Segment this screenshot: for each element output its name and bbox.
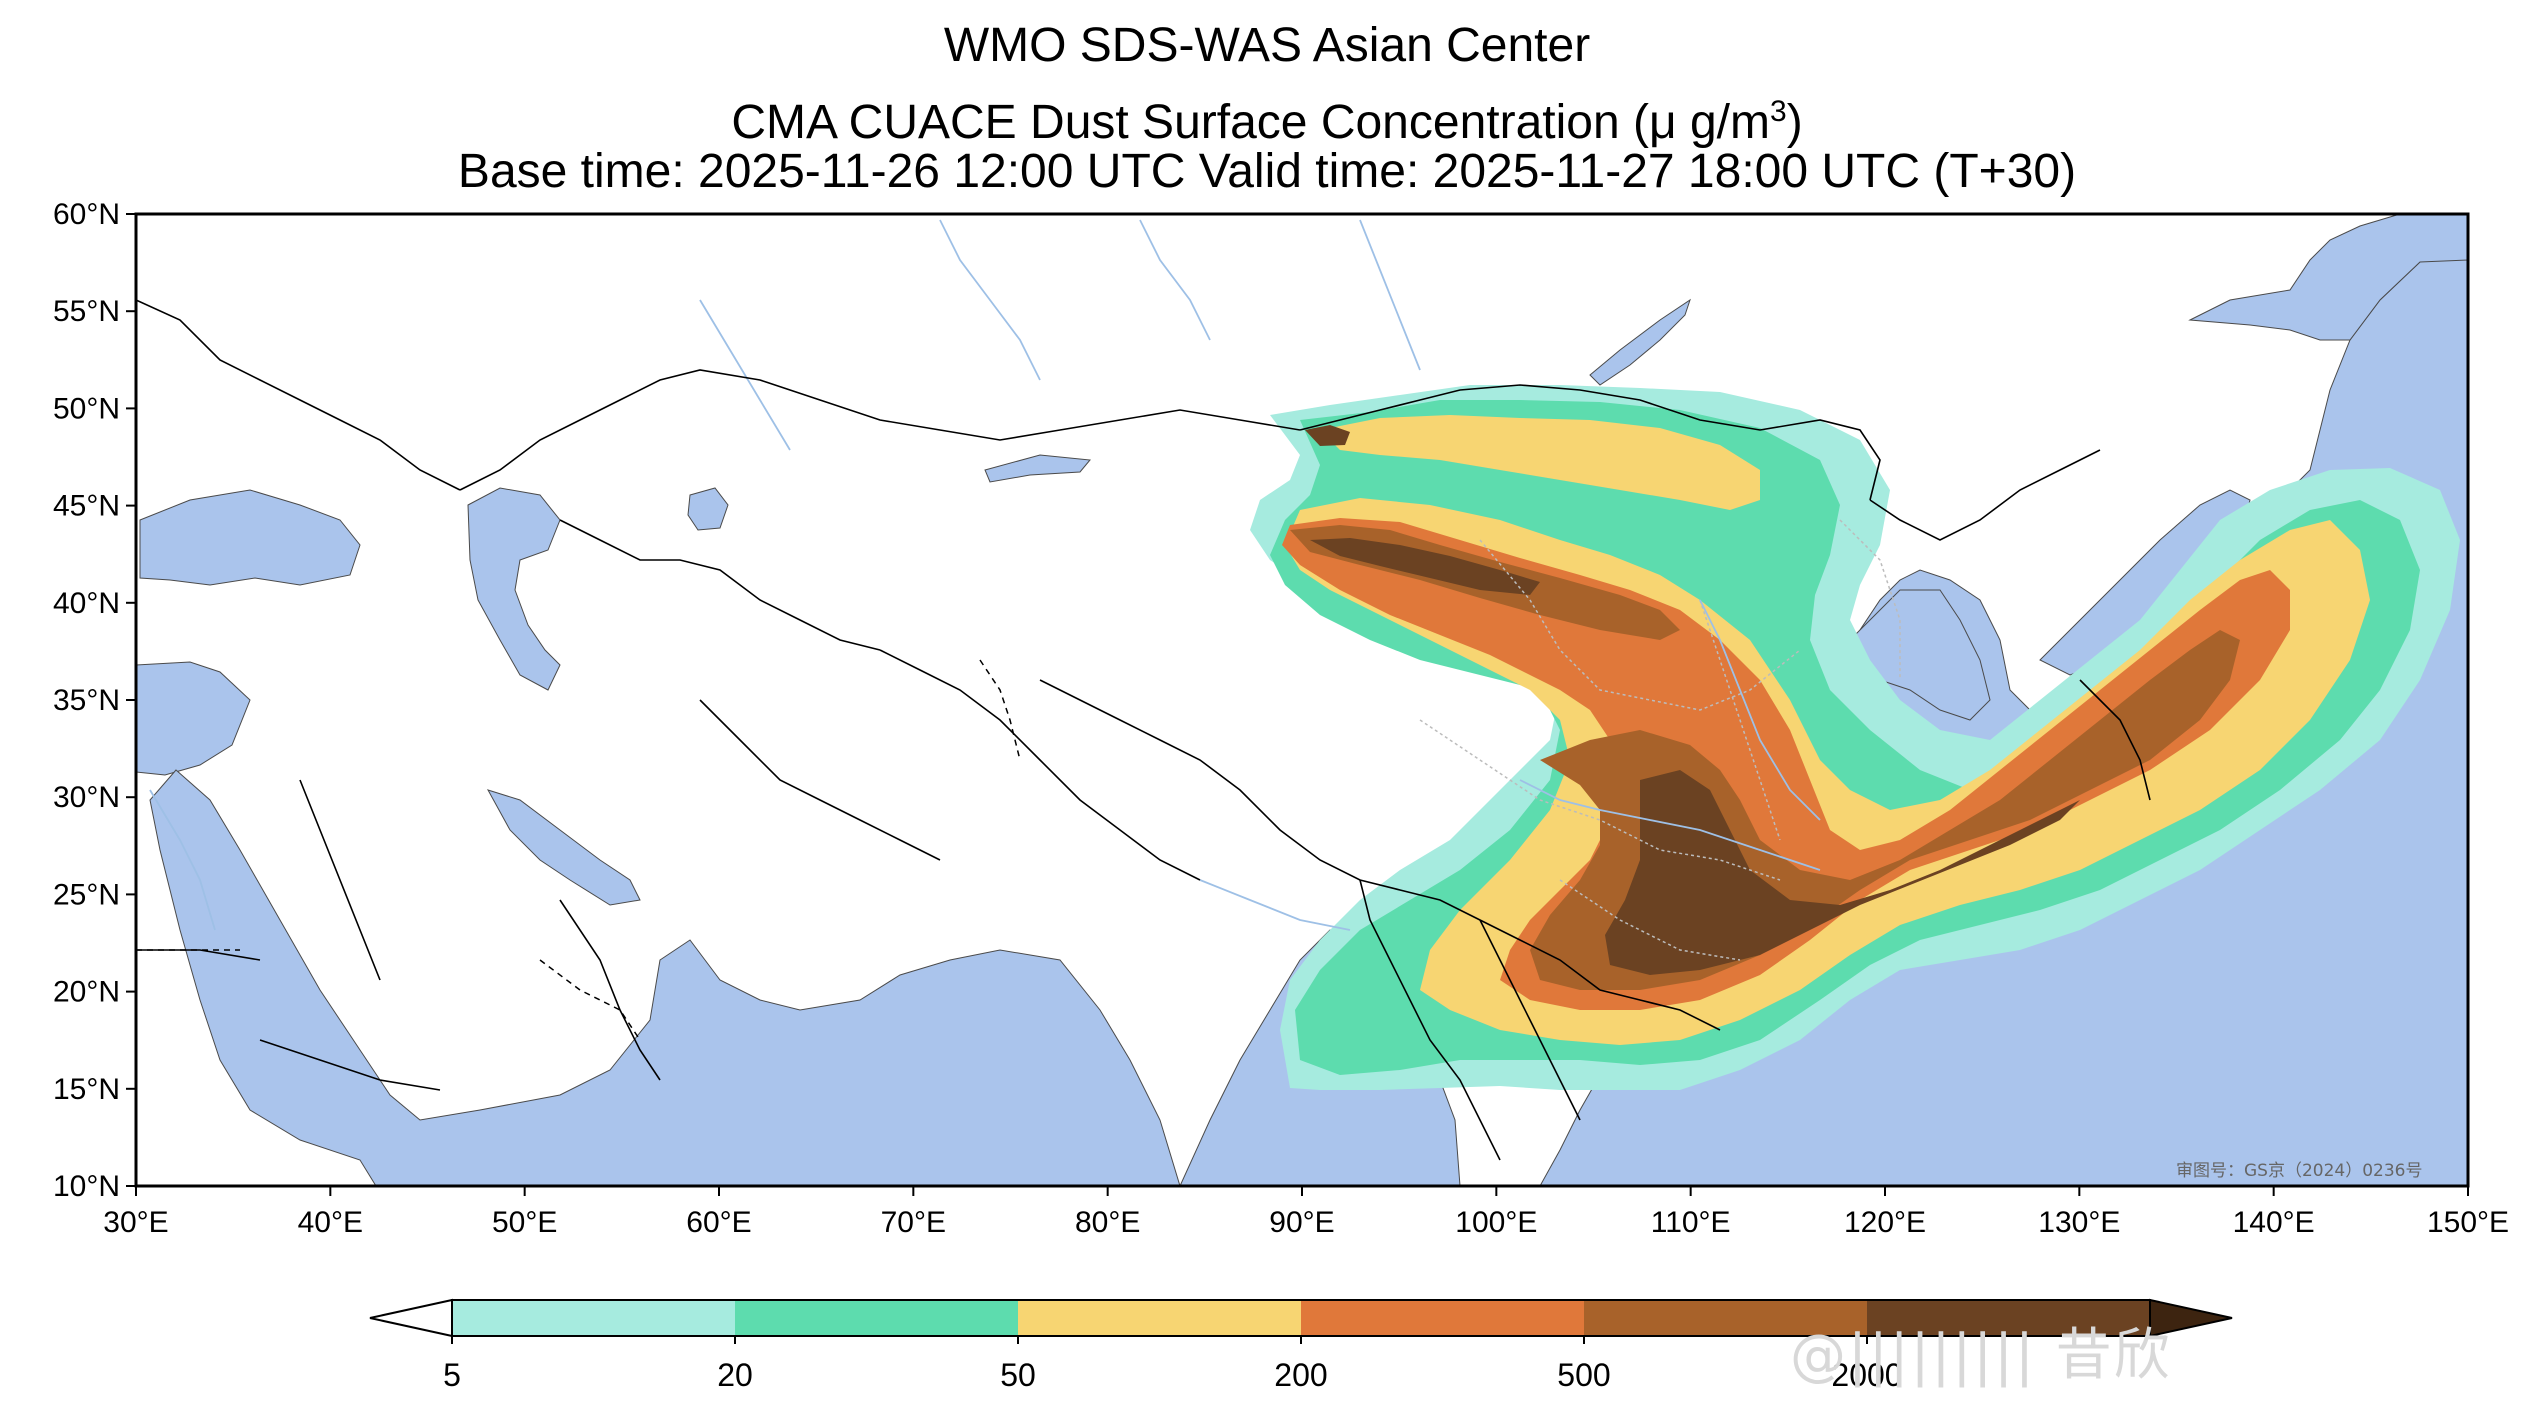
colorbar-label: 50 <box>1000 1357 1036 1393</box>
lon-tick-label: 120°E <box>1844 1206 1926 1239</box>
colorbar-segment <box>452 1300 735 1336</box>
colorbar-label: 2000 <box>1831 1357 1902 1393</box>
dust-plume-layer <box>1250 385 2460 1090</box>
map-approval-number: 审图号：GS京（2024）0236号 <box>2176 1161 2423 1181</box>
colorbar-segment <box>1018 1300 1301 1336</box>
lon-tick-label: 140°E <box>2233 1206 2315 1239</box>
lat-axis: 60°N 55°N 50°N 45°N 40°N 35°N 30°N 25°N 20°N 15°N… <box>53 198 136 1203</box>
lat-tick-label: 15°N <box>53 1073 120 1106</box>
colorbar-segment <box>1301 1300 1584 1336</box>
province-borders <box>1419 519 1901 961</box>
balkhash-lake <box>984 454 1091 483</box>
sea-of-okhotsk <box>2188 214 2468 341</box>
lon-tick-label: 100°E <box>1455 1206 1537 1239</box>
lat-tick-label: 10°N <box>53 1170 120 1203</box>
lat-tick-label: 40°N <box>53 587 120 620</box>
dust-level-6 <box>1305 425 2080 975</box>
image-watermark: @||||||||| 昔欣 <box>1790 1323 2172 1388</box>
lon-tick-label: 40°E <box>298 1206 363 1239</box>
persian-gulf <box>486 789 641 906</box>
colorbar-segment <box>1867 1300 2150 1336</box>
lake-baikal <box>1589 298 1691 386</box>
lon-tick-label: 70°E <box>881 1206 946 1239</box>
colorbar-extend-low <box>369 1298 453 1338</box>
black-sea <box>139 489 361 586</box>
colorbar-segment <box>1584 1300 1867 1336</box>
lat-tick-label: 25°N <box>53 878 120 911</box>
map-frame-content <box>136 214 2468 1186</box>
lon-tick-label: 90°E <box>1269 1206 1334 1239</box>
lat-tick-label: 55°N <box>53 295 120 328</box>
lon-tick-label: 130°E <box>2038 1206 2120 1239</box>
colorbar-label: 200 <box>1274 1357 1327 1393</box>
lon-tick-label: 30°E <box>103 1206 168 1239</box>
lon-tick-label: 50°E <box>492 1206 557 1239</box>
lat-tick-label: 50°N <box>53 392 120 425</box>
aral-sea <box>687 487 729 531</box>
colorbar-segment <box>735 1300 1018 1336</box>
country-borders <box>136 299 2151 1161</box>
colorbar-label: 5 <box>443 1357 461 1393</box>
indian-ocean <box>149 769 1181 1186</box>
lat-tick-label: 60°N <box>53 198 120 231</box>
lat-tick-label: 35°N <box>53 684 120 717</box>
lon-axis: 30°E 40°E 50°E 60°E 70°E 80°E 90°E 100°E 110°E 12… <box>103 1186 2509 1239</box>
map-subtitle: CMA CUACE Dust Surface Concentration (μ … <box>731 95 1803 149</box>
lon-tick-label: 110°E <box>1651 1206 1731 1239</box>
lat-tick-label: 45°N <box>53 490 120 523</box>
map-title: WMO SDS-WAS Asian Center <box>943 19 1591 72</box>
lon-tick-label: 150°E <box>2427 1206 2509 1239</box>
lon-tick-label: 80°E <box>1075 1206 1140 1239</box>
caspian-sea <box>467 487 561 691</box>
dust-level-4 <box>1282 518 2290 1010</box>
colorbar: 5 20 50 200 500 2000 <box>369 1298 2233 1393</box>
disputed-borders <box>136 659 1021 1041</box>
lat-tick-label: 20°N <box>53 976 120 1009</box>
lat-tick-label: 30°N <box>53 781 120 814</box>
map-time-line: Base time: 2025-11-26 12:00 UTC Valid ti… <box>457 145 2077 198</box>
colorbar-label: 500 <box>1557 1357 1610 1393</box>
rivers <box>149 219 1821 931</box>
colorbar-label: 20 <box>717 1357 753 1393</box>
mediterranean-sea <box>136 661 251 776</box>
lon-tick-label: 60°E <box>686 1206 751 1239</box>
